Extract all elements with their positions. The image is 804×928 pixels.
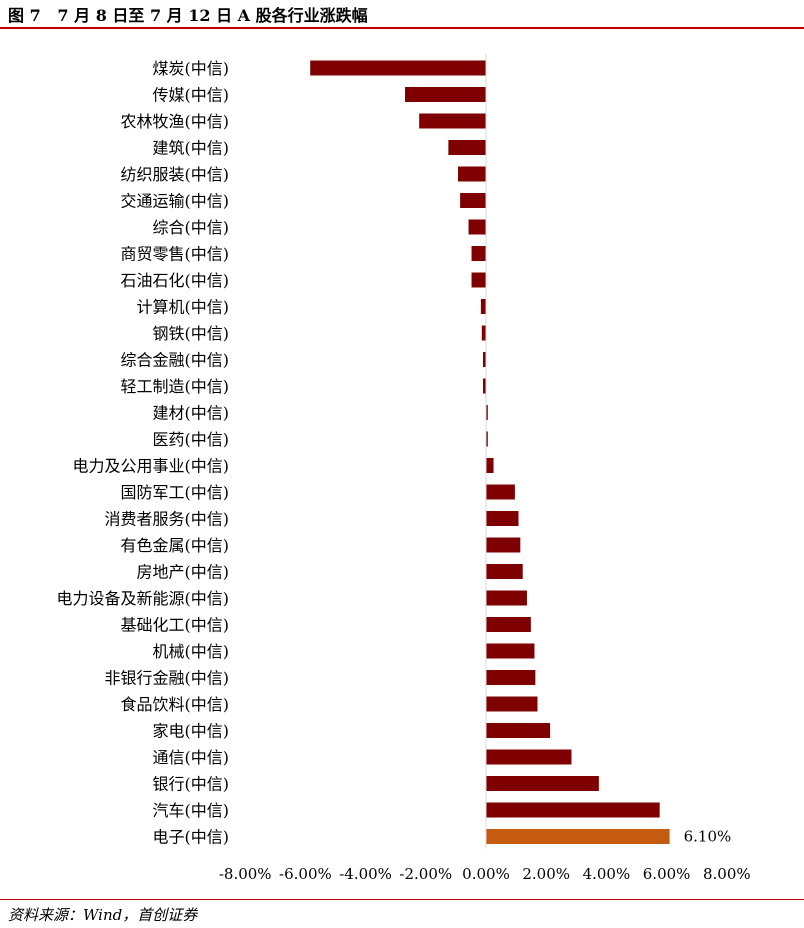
category-label-3: 农林牧渔(中信) [121,112,230,131]
category-label-29: 汽车(中信) [153,801,230,820]
bar-15 [486,431,488,447]
bar-12 [482,352,486,367]
bar-17 [486,484,515,500]
bars-group [310,60,670,844]
bar-6 [460,193,486,208]
bar-27 [486,749,572,765]
x-tick-label-9: 8.00% [703,865,751,883]
category-label-2: 传媒(中信) [153,86,230,105]
x-tick-labels-group: -8.00% -6.00% -4.00% -2.00% 0.00% 2.00% 4.00% 6… [219,865,751,883]
category-label-24: 非银行金融(中信) [105,669,230,688]
bar-13 [482,378,486,394]
bar-20 [486,564,523,579]
category-label-6: 交通运输(中信) [121,192,230,211]
x-tick-label-5: 0.00% [462,865,510,883]
category-labels-group: 煤炭(中信) 传媒(中信) 农林牧渔(中信) 建筑(中信) 纺织服装(中信) 交通运输(中… [57,59,230,847]
bar-7 [468,219,486,235]
bar-3 [419,113,486,129]
category-label-4: 建筑(中信) [153,139,230,158]
bar-29 [486,802,660,818]
figure-title: 图 7 7 月 8 日至 7 月 12 日 A 股各行业涨跌幅 [8,6,368,25]
category-label-19: 有色金属(中信) [121,536,230,555]
category-label-23: 机械(中信) [153,642,230,661]
bar-8 [471,246,486,261]
data-labels-group: 6.10% [684,828,732,846]
bar-9 [471,272,486,288]
category-label-5: 纺织服装(中信) [121,165,230,184]
category-label-28: 银行(中信) [153,775,230,794]
x-tick-label-2: -6.00% [279,865,332,883]
x-tick-label-1: -8.00% [219,865,272,883]
bar-1 [310,60,486,76]
x-tick-label-3: -4.00% [339,865,392,883]
x-tick-label-8: 6.00% [643,865,691,883]
bar-26 [486,723,551,738]
bar-28 [486,776,599,791]
category-label-27: 通信(中信) [153,748,230,767]
bar-24 [486,670,536,685]
category-label-1: 煤炭(中信) [153,59,230,78]
bar-chart: 煤炭(中信) 传媒(中信) 农林牧渔(中信) 建筑(中信) 纺织服装(中信) 交通运输(中… [57,54,751,883]
category-label-22: 基础化工(中信) [121,616,230,635]
category-label-7: 综合(中信) [153,218,230,237]
bar-23 [486,643,535,659]
bar-5 [458,166,486,182]
bar-11 [481,325,486,341]
bar-16 [486,458,494,473]
bar-4 [448,140,486,155]
category-label-18: 消费者服务(中信) [105,510,230,529]
category-label-25: 食品饮料(中信) [121,695,230,714]
x-tick-label-4: -2.00% [399,865,452,883]
bar-30 [486,829,670,844]
category-label-13: 轻工制造(中信) [121,377,230,396]
bar-25 [486,696,538,712]
category-label-15: 医药(中信) [153,430,230,449]
category-label-30: 电子(中信) [153,828,230,847]
x-tick-label-7: 4.00% [583,865,631,883]
x-tick-label-6: 2.00% [522,865,570,883]
category-label-9: 石油石化(中信) [121,271,230,290]
bar-10 [480,299,486,314]
category-label-20: 房地产(中信) [137,563,230,582]
bar-2 [405,87,486,102]
category-label-21: 电力设备及新能源(中信) [57,589,230,608]
category-label-16: 电力及公用事业(中信) [73,457,230,476]
category-label-10: 计算机(中信) [137,298,230,317]
data-label-1: 6.10% [684,828,732,846]
bar-19 [486,537,521,553]
category-label-26: 家电(中信) [153,722,230,741]
category-label-12: 综合金融(中信) [121,351,230,370]
bar-22 [486,617,531,632]
bottom-rule [0,899,804,900]
top-rule [0,27,804,29]
source-note: 资料来源：Wind，首创证券 [8,906,198,924]
bar-14 [486,405,488,420]
category-label-8: 商贸零售(中信) [121,245,230,264]
category-label-14: 建材(中信) [153,404,230,423]
bar-18 [486,511,519,526]
category-label-11: 钢铁(中信) [153,324,230,343]
category-label-17: 国防军工(中信) [121,483,230,502]
bar-21 [486,590,527,606]
